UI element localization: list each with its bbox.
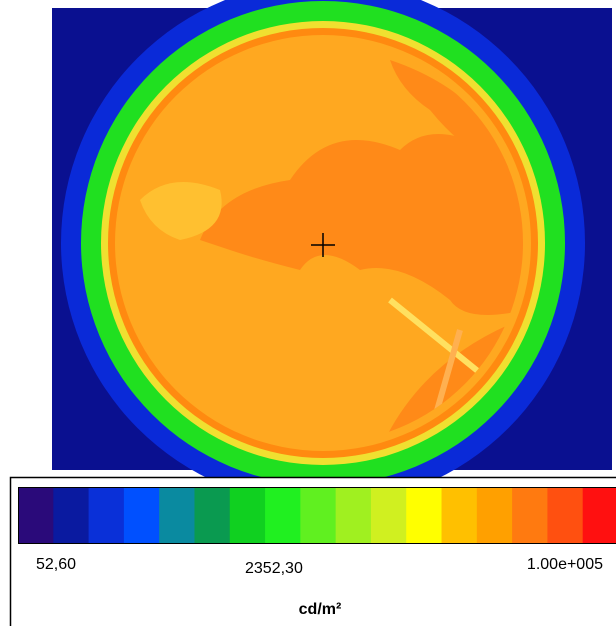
color-step xyxy=(89,487,125,543)
color-step xyxy=(159,487,195,543)
scale-label: 52,60 xyxy=(36,556,76,573)
color-step xyxy=(406,487,442,543)
color-step xyxy=(230,487,266,543)
scale-label: 1.00e+005 xyxy=(527,556,603,573)
color-step xyxy=(124,487,160,543)
color-step xyxy=(53,487,89,543)
legend-box: 52,60 2352,30 1.00e+005 cd/m² xyxy=(11,478,616,627)
color-step xyxy=(442,487,478,543)
color-step xyxy=(477,487,513,543)
color-step xyxy=(18,487,54,543)
color-step xyxy=(371,487,407,543)
fisheye-image xyxy=(52,0,612,505)
color-step xyxy=(300,487,336,543)
color-step xyxy=(583,487,616,543)
color-step xyxy=(547,487,583,543)
color-step xyxy=(194,487,230,543)
unit-label: cd/m² xyxy=(299,601,342,618)
color-step xyxy=(512,487,548,543)
scale-label: 2352,30 xyxy=(245,560,303,577)
color-step xyxy=(265,487,301,543)
color-bar xyxy=(18,487,616,543)
color-step xyxy=(336,487,372,543)
